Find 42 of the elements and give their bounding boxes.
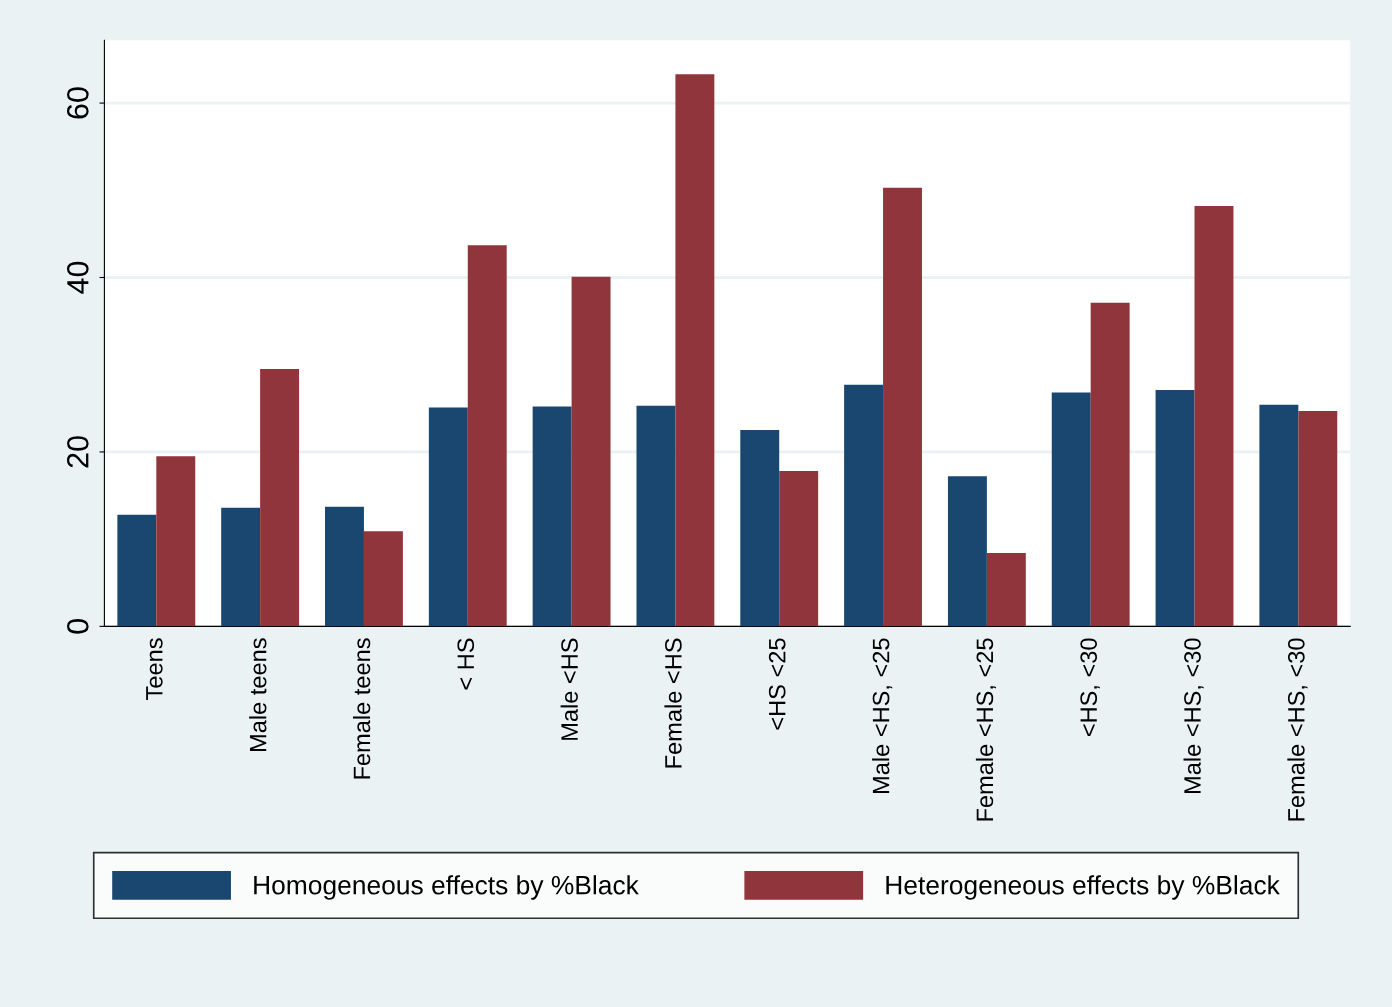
legend-label: Homogeneous effects by %Black [254, 875, 639, 900]
bar [363, 531, 403, 627]
bar [779, 471, 819, 627]
bar [260, 369, 300, 627]
bar [740, 430, 780, 627]
x-tick-label: <HS, <30 [1080, 638, 1100, 737]
bar [156, 456, 196, 627]
bar [1194, 205, 1234, 627]
bar [221, 507, 261, 627]
bar [636, 405, 676, 627]
bar [675, 74, 715, 627]
legend-label: Heterogeneous effects by %Black [886, 875, 1280, 900]
bar [1051, 392, 1091, 627]
x-tick-label: < HS [457, 638, 475, 690]
y-tick-label: 60 [67, 87, 89, 119]
x-tick-label: Male teens [249, 638, 267, 752]
x-tick-label: <HS <25 [768, 638, 786, 730]
bar [844, 384, 884, 627]
x-tick-label: Male <HS, <25 [872, 638, 893, 794]
bar [117, 514, 157, 627]
bar [1298, 410, 1338, 627]
bar [571, 276, 611, 627]
bar [883, 187, 922, 627]
y-tick-label: 20 [67, 436, 89, 468]
x-tick-label: Female teens [352, 638, 371, 779]
bar [1155, 390, 1195, 627]
bar [532, 406, 572, 627]
x-tick-label: Male <HS [560, 638, 578, 740]
bar [467, 245, 507, 627]
bar [1090, 302, 1130, 627]
x-tick-label: Female <HS [664, 638, 682, 768]
x-tick-label: Male <HS, <30 [1183, 638, 1204, 794]
y-tick-label: 0 [67, 619, 89, 634]
bar [1259, 404, 1299, 627]
bar [428, 407, 468, 627]
bar [947, 476, 987, 627]
x-tick-label: Teens [146, 638, 163, 700]
bar [986, 553, 1026, 627]
x-tick-label: Female <HS, <30 [1287, 638, 1308, 821]
x-tick-label: Female <HS, <25 [975, 638, 996, 821]
bar [325, 506, 364, 627]
y-tick-label: 40 [67, 261, 89, 294]
